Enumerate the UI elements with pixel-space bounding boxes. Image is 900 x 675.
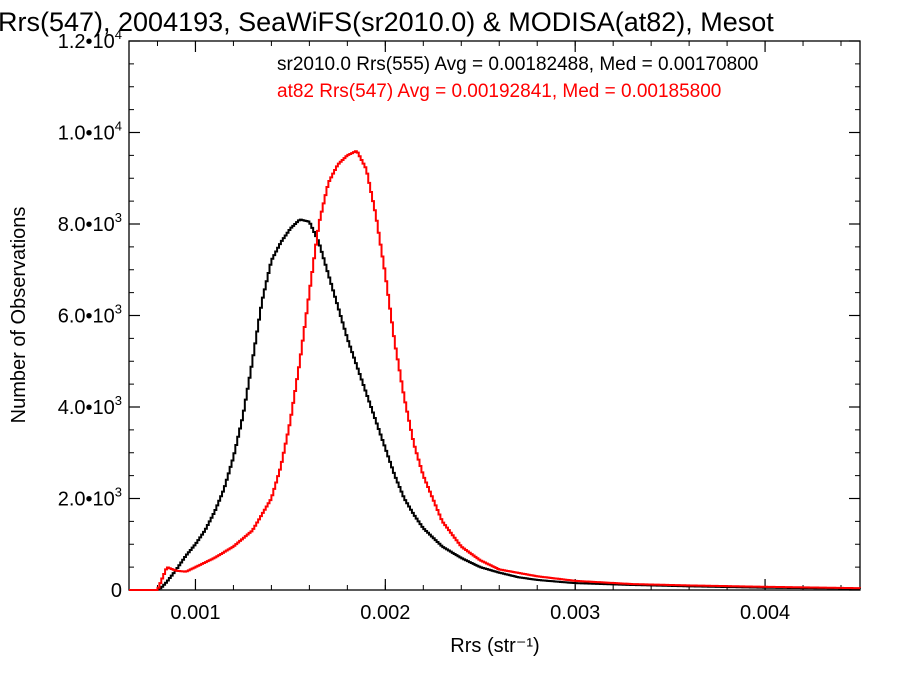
y-tick-label: 1.2•104	[58, 27, 122, 53]
y-tick-mantissa: 1.0•10	[58, 123, 115, 145]
y-tick-label: 2.0•103	[58, 485, 122, 511]
y-tick-exponent: 3	[115, 485, 122, 500]
series-line-0	[129, 218, 861, 591]
x-tick-label: 0.001	[170, 602, 220, 624]
y-tick-mantissa: 1.2•10	[58, 31, 115, 53]
y-tick-exponent: 4	[115, 119, 122, 134]
y-tick-label: 0	[111, 580, 122, 602]
y-tick-mantissa: 6.0•10	[58, 306, 115, 328]
chart-title: Rrs(547), 2004193, SeaWiFS(sr2010.0) & M…	[0, 7, 774, 37]
y-axis-title: Number of Observations	[8, 207, 30, 424]
y-tick-label: 8.0•103	[58, 210, 122, 236]
x-axis-title: Rrs (str⁻¹)	[450, 635, 539, 657]
x-tick-label: 0.002	[360, 602, 410, 624]
y-tick-mantissa: 0	[111, 580, 122, 602]
legend-entry-1: at82 Rrs(547) Avg = 0.00192841, Med = 0.…	[277, 81, 721, 102]
y-tick-exponent: 4	[115, 27, 122, 42]
y-tick-label: 6.0•103	[58, 302, 122, 328]
y-tick-mantissa: 2.0•10	[58, 489, 115, 511]
y-tick-label: 4.0•103	[58, 393, 122, 419]
x-tick-label: 0.004	[740, 602, 790, 624]
x-tick-label: 0.003	[550, 602, 600, 624]
legend-entry-0: sr2010.0 Rrs(555) Avg = 0.00182488, Med …	[277, 54, 758, 75]
series-layer	[129, 150, 861, 591]
y-tick-mantissa: 4.0•10	[58, 397, 115, 419]
y-tick-exponent: 3	[115, 210, 122, 225]
y-tick-exponent: 3	[115, 302, 122, 317]
plot-frame	[128, 40, 861, 591]
y-axis: 02.0•1034.0•1036.0•1038.0•1031.0•1041.2•…	[58, 27, 860, 602]
y-tick-exponent: 3	[115, 393, 122, 408]
y-tick-mantissa: 8.0•10	[58, 214, 115, 236]
series-line-1	[129, 150, 861, 591]
x-axis: 0.001 0.002 0.003 0.004	[156, 41, 842, 624]
y-tick-label: 1.0•104	[58, 119, 122, 145]
legend: sr2010.0 Rrs(555) Avg = 0.00182488, Med …	[277, 54, 758, 102]
